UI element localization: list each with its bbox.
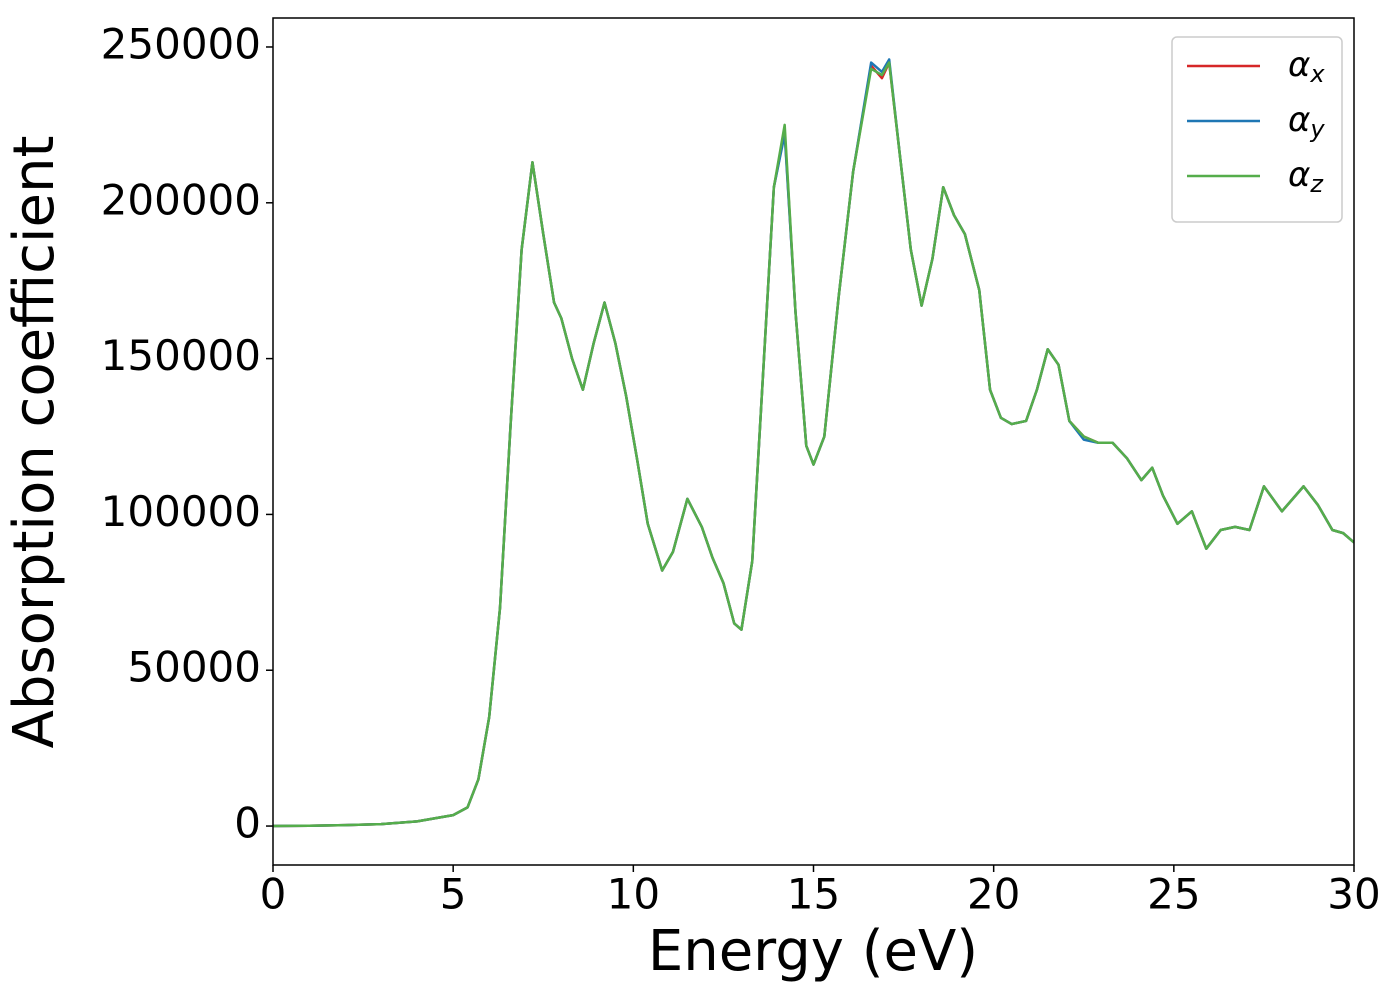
x-tick-label: 20: [967, 870, 1020, 919]
x-tick-label: 10: [607, 870, 660, 919]
x-tick-label: 15: [787, 870, 840, 919]
y-tick-label: 200000: [101, 175, 261, 224]
plot-frame: [272, 17, 1355, 866]
y-tick-label: 150000: [101, 331, 261, 380]
x-axis-label: Energy (eV): [648, 919, 978, 984]
x-tick-label: 30: [1327, 870, 1380, 919]
y-tick-label: 100000: [101, 487, 261, 536]
y-axis-label: Absorption coefficient: [2, 136, 67, 749]
x-tick-label: 5: [440, 870, 467, 919]
x-tick-label: 0: [260, 870, 287, 919]
y-tick-label: 0: [234, 799, 261, 848]
y-tick-label: 50000: [127, 643, 261, 692]
legend-label: αx: [1288, 45, 1325, 89]
x-tick-label: 25: [1147, 870, 1200, 919]
legend-label: αz: [1288, 155, 1324, 199]
data-line: [273, 61, 1354, 828]
y-tick-label: 250000: [101, 19, 261, 68]
legend-label: αy: [1288, 100, 1325, 144]
